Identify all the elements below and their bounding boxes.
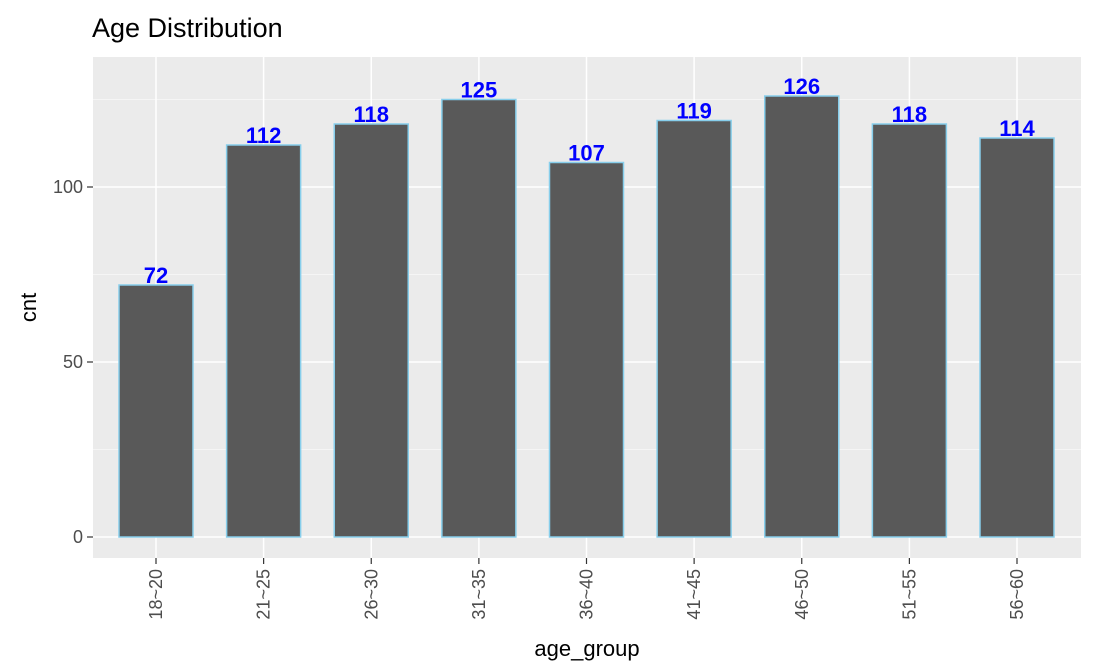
data-label: 119 (676, 99, 712, 124)
data-label: 107 (568, 141, 605, 166)
x-tick-label: 31~35 (469, 569, 489, 620)
bars (118, 95, 1055, 538)
x-axis-title: age_group (534, 636, 639, 661)
data-label: 126 (783, 74, 820, 99)
bar-26-30 (333, 123, 409, 538)
bar-31-35 (441, 98, 517, 538)
x-tick-label: 21~25 (254, 569, 274, 620)
data-label: 118 (892, 102, 928, 127)
bar-56-60 (979, 137, 1055, 538)
x-axis: 18~20 21~25 26~30 31~35 36~40 41~45 46~50 51~55… (146, 558, 1027, 620)
data-label: 114 (999, 116, 1035, 141)
x-tick-label: 56~60 (1007, 569, 1027, 620)
y-tick-label: 50 (63, 352, 83, 372)
bar-21-25 (225, 144, 302, 538)
x-tick-label: 46~50 (792, 569, 812, 620)
y-tick-label: 100 (53, 177, 83, 197)
bar-46-50 (764, 95, 840, 538)
y-axis: 0 50 100 (53, 177, 93, 547)
data-label: 112 (246, 123, 282, 148)
bar-41-45 (656, 119, 732, 538)
bar-51-55 (871, 123, 948, 538)
x-tick-label: 26~30 (361, 569, 381, 620)
bar-18-20 (118, 284, 194, 538)
data-label: 125 (461, 78, 498, 103)
x-tick-label: 18~20 (146, 569, 166, 620)
data-label: 72 (144, 263, 168, 288)
y-tick-label: 0 (73, 527, 83, 547)
y-axis-title: cnt (16, 293, 41, 322)
bar-36-40 (548, 161, 625, 538)
x-tick-label: 41~45 (684, 569, 704, 620)
chart-title: Age Distribution (92, 13, 283, 43)
data-label: 118 (354, 102, 390, 127)
data-labels: 72 112 118 125 107 119 126 118 114 (144, 74, 1036, 288)
x-tick-label: 51~55 (899, 569, 919, 620)
x-tick-label: 36~40 (577, 569, 597, 620)
